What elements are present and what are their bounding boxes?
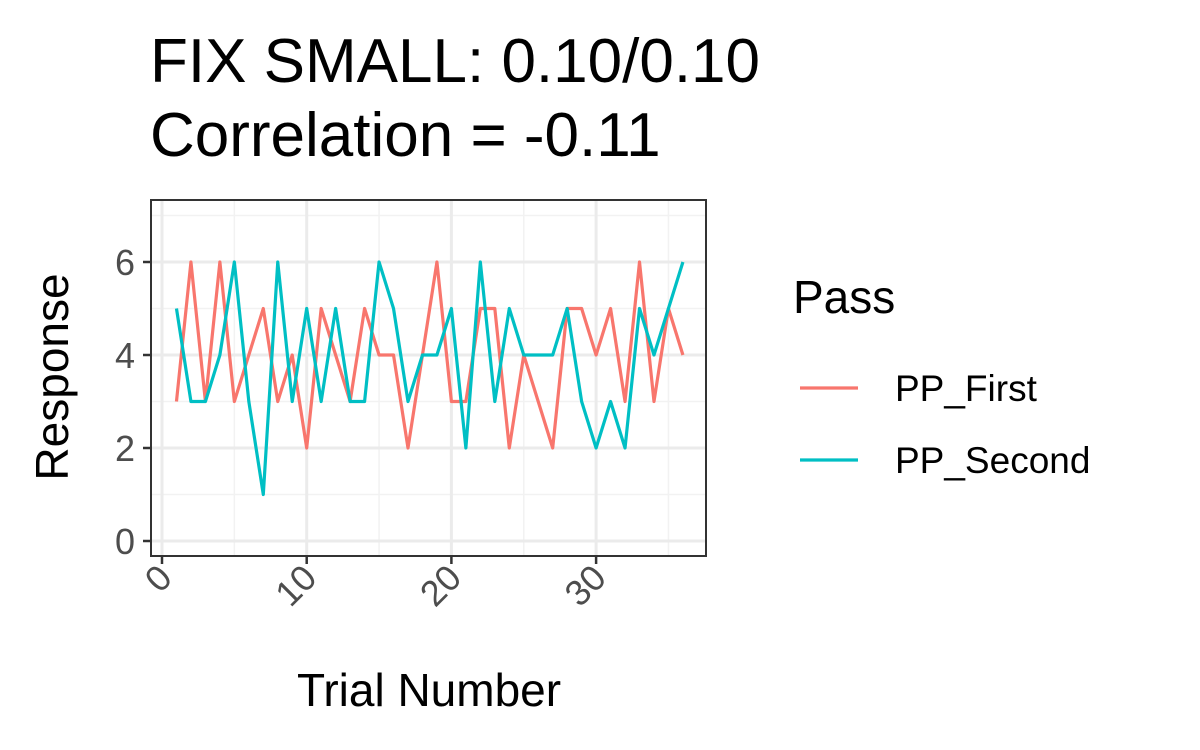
x-tick-label: 20 <box>412 557 469 614</box>
x-tick-label: 30 <box>556 557 613 614</box>
legend-title: Pass <box>793 271 895 323</box>
legend-label-pp-first: PP_First <box>895 368 1038 409</box>
panel-border <box>150 199 707 557</box>
y-tick-label: 4 <box>115 335 135 376</box>
x-tick-label: 0 <box>137 557 180 600</box>
chart-subtitle: Correlation = -0.11 <box>150 101 661 170</box>
series-line-pp-first <box>174 260 685 450</box>
y-tick-label: 2 <box>115 428 135 469</box>
series-lines <box>174 260 685 497</box>
series-line-pp-second <box>174 260 685 497</box>
legend: Pass PP_First PP_Second <box>793 271 1090 481</box>
y-axis-title: Response <box>26 273 78 480</box>
legend-items: PP_First PP_Second <box>800 368 1090 481</box>
y-tick-label: 0 <box>115 521 135 562</box>
y-tick-label: 6 <box>115 242 135 283</box>
legend-label-pp-second: PP_Second <box>895 440 1090 481</box>
chart-title: FIX SMALL: 0.10/0.10 <box>150 27 760 96</box>
x-axis-title: Trial Number <box>297 664 561 716</box>
grid <box>151 200 706 556</box>
axes: 0 2 4 6 0 10 20 30 <box>115 242 614 614</box>
x-tick-label: 10 <box>267 557 324 614</box>
